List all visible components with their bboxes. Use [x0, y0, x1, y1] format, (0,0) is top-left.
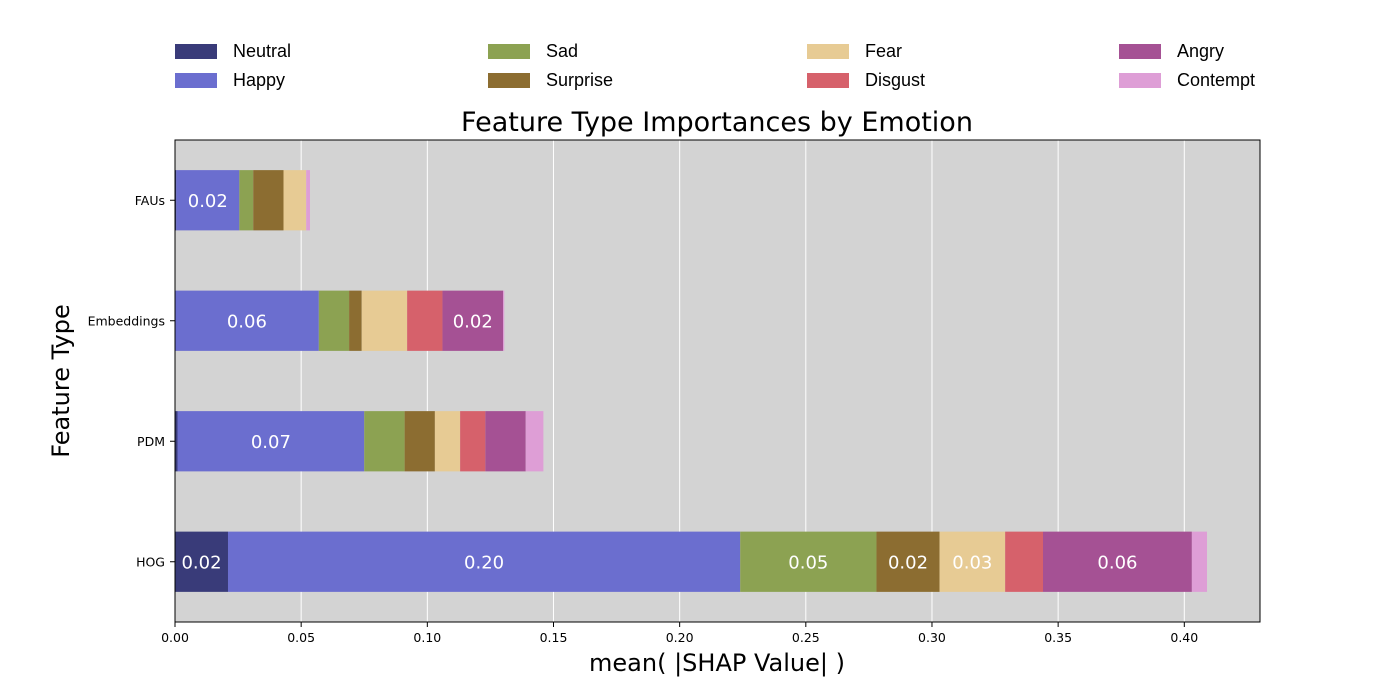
y-axis-label: Feature Type — [47, 304, 75, 457]
y-tick-label: HOG — [136, 554, 165, 569]
bar-segment-angry — [442, 290, 504, 351]
x-tick-label: 0.20 — [666, 630, 694, 645]
x-axis: 0.00 0.05 0.10 0.15 0.20 0.25 0.30 0.35 0.40 — [161, 622, 1198, 645]
legend-swatch-fear — [807, 44, 849, 59]
data-label: 0.06 — [227, 311, 267, 332]
data-label: 0.02 — [181, 552, 221, 573]
legend-swatch-neutral — [175, 44, 217, 59]
legend-swatch-disgust — [807, 73, 849, 88]
legend-swatch-contempt — [1119, 73, 1161, 88]
x-tick-label: 0.25 — [792, 630, 820, 645]
bar-segment-sad — [740, 531, 877, 592]
data-label: 0.06 — [1097, 552, 1137, 573]
bar-segment-fear — [283, 170, 307, 231]
data-label: 0.02 — [453, 311, 493, 332]
bar-segment-surprise — [253, 170, 284, 231]
bar-segment-neutral — [175, 411, 178, 472]
bar-segment-disgust — [407, 290, 443, 351]
x-axis-label: mean( |SHAP Value| ) — [589, 649, 845, 677]
bar-segment-contempt — [306, 170, 310, 231]
legend-swatch-happy — [175, 73, 217, 88]
legend-label-angry: Angry — [1177, 41, 1224, 61]
legend-swatch-surprise — [488, 73, 530, 88]
chart-title: Feature Type Importances by Emotion — [461, 107, 973, 138]
data-label: 0.05 — [788, 552, 828, 573]
bar-segment-surprise — [876, 531, 940, 592]
plot-frame — [174, 139, 1261, 623]
x-tick-label: 0.15 — [540, 630, 568, 645]
legend-label-happy: Happy — [233, 70, 285, 90]
x-tick-label: 0.30 — [918, 630, 946, 645]
bar-segment-sad — [318, 290, 350, 351]
legend-label-sad: Sad — [546, 41, 578, 61]
bar-segment-fear — [939, 531, 1006, 592]
legend-label-neutral: Neutral — [233, 41, 291, 61]
legend-label-surprise: Surprise — [546, 70, 613, 90]
bar-segment-surprise — [404, 411, 435, 472]
data-label: 0.02 — [188, 191, 228, 212]
data-label: 0.03 — [952, 552, 992, 573]
bars — [175, 170, 1208, 592]
bar-segment-happy — [175, 290, 319, 351]
bar-segment-neutral — [175, 170, 177, 231]
legend-swatch-angry — [1119, 44, 1161, 59]
data-label: 0.20 — [464, 552, 504, 573]
bar-segment-contempt — [503, 290, 505, 351]
bar-segment-contempt — [525, 411, 544, 472]
bar-segment-disgust — [1005, 531, 1043, 592]
bar-segment-surprise — [349, 290, 362, 351]
legend-label-contempt: Contempt — [1177, 70, 1255, 90]
bar-segment-happy — [176, 170, 240, 231]
x-tick-label: 0.05 — [287, 630, 315, 645]
bar-segment-angry — [1043, 531, 1192, 592]
legend-label-disgust: Disgust — [865, 70, 925, 90]
x-tick-label: 0.35 — [1044, 630, 1072, 645]
data-label: 0.07 — [251, 432, 291, 453]
x-tick-label: 0.40 — [1170, 630, 1198, 645]
bar-segment-sad — [239, 170, 254, 231]
legend-label-fear: Fear — [865, 41, 902, 61]
bar-segment-contempt — [1191, 531, 1208, 592]
data-labels: 0.02 0.20 0.05 0.02 0.03 0.06 0.07 0.06 0.02 0.02 — [181, 191, 1137, 574]
x-tick-label: 0.00 — [161, 630, 189, 645]
bar-segment-fear — [434, 411, 461, 472]
bar-segment-happy — [227, 531, 741, 592]
legend-swatch-sad — [488, 44, 530, 59]
y-tick-label: PDM — [137, 434, 165, 449]
bar-segment-neutral — [175, 531, 228, 592]
y-tick-label: Embeddings — [88, 313, 165, 328]
x-tick-label: 0.10 — [413, 630, 441, 645]
legend: Neutral Happy Sad Surprise Fear Disgust Angry C… — [175, 41, 1255, 90]
y-axis: HOG PDM Embeddings FAUs — [88, 193, 175, 569]
bar-segment-fear — [361, 290, 408, 351]
data-label: 0.02 — [888, 552, 928, 573]
y-tick-label: FAUs — [135, 193, 165, 208]
bar-segment-angry — [485, 411, 526, 472]
bar-segment-sad — [364, 411, 405, 472]
bar-segment-disgust — [460, 411, 486, 472]
bar-segment-happy — [177, 411, 365, 472]
